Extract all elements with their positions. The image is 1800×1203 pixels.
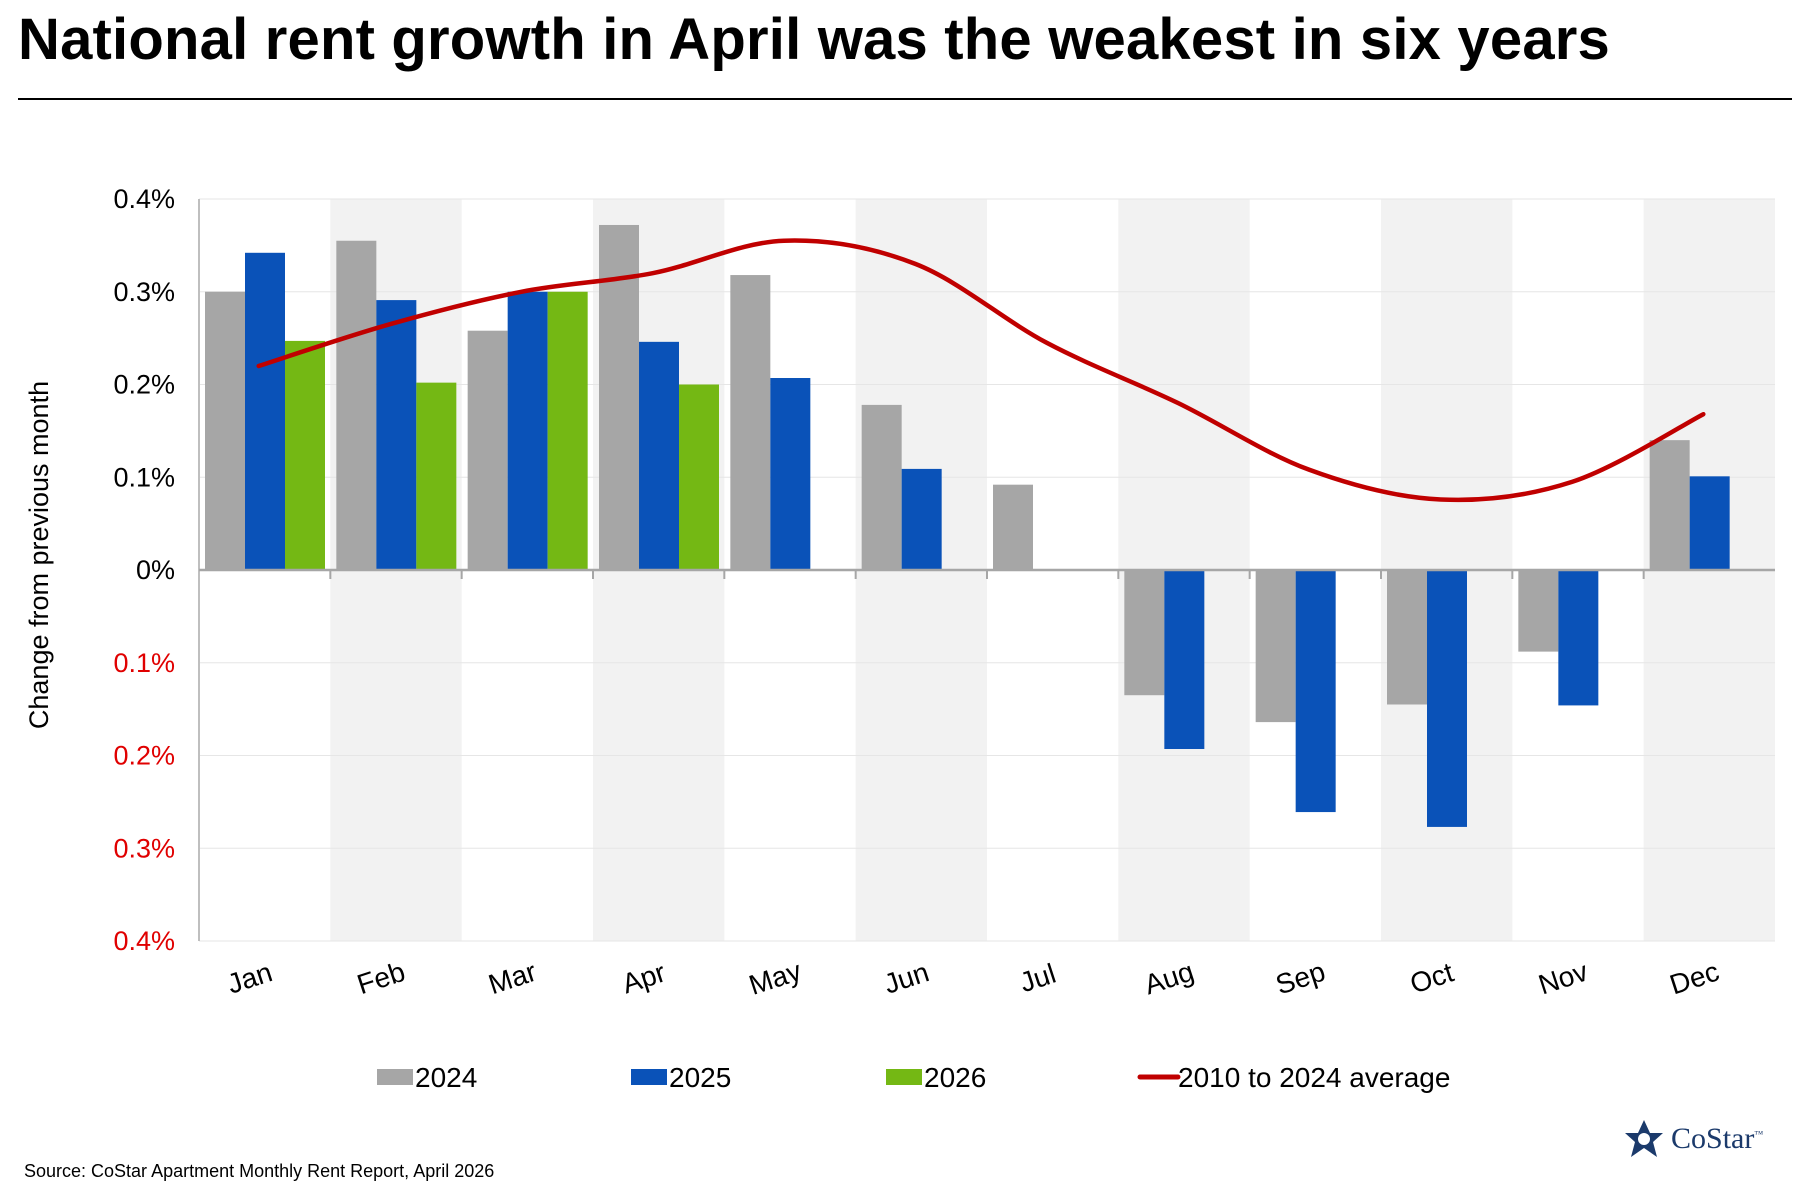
y-axis-label: Change from previous month <box>24 381 54 729</box>
bar-2024-may <box>730 275 771 570</box>
gridlines <box>199 198 1775 942</box>
x-tick-label-sep: Sep <box>1272 956 1329 1001</box>
y-tick-label: 0.2% <box>113 370 175 400</box>
legend-swatch-2025 <box>631 1069 667 1085</box>
y-tick-label: 0.3% <box>113 277 175 307</box>
bar-2026-jan <box>285 340 325 570</box>
logo-text: CoStar™ <box>1671 1122 1764 1155</box>
legend: 2024 2025 2026 2010 to 2024 average <box>377 1062 1450 1093</box>
source-note: Source: CoStar Apartment Monthly Rent Re… <box>24 1161 495 1181</box>
legend-label-2026: 2026 <box>924 1062 986 1093</box>
costar-logo: CoStar™ <box>1623 1118 1763 1160</box>
legend-label-2025: 2025 <box>669 1062 731 1093</box>
bar-2025-aug <box>1164 570 1205 750</box>
average-line-group <box>256 238 1706 503</box>
bars <box>205 224 1730 827</box>
legend-label-2024: 2024 <box>415 1062 477 1093</box>
bar-2024-dec <box>1649 440 1690 570</box>
bar-2025-may <box>770 378 811 570</box>
bar-2026-mar <box>547 291 588 570</box>
bar-2025-dec <box>1689 476 1730 570</box>
bar-2025-feb <box>376 300 417 570</box>
y-tick-label: 0.4% <box>113 926 175 956</box>
legend-label-average: 2010 to 2024 average <box>1178 1062 1450 1093</box>
bar-2024-jan <box>205 291 245 570</box>
x-tick-label-dec: Dec <box>1666 956 1723 1001</box>
bar-2025-mar <box>507 291 548 570</box>
bar-2024-nov <box>1518 570 1559 652</box>
costar-star-icon <box>1625 1120 1663 1157</box>
bar-2024-sep <box>1255 570 1296 723</box>
x-tick-label-jun: Jun <box>880 956 933 999</box>
x-tick-label-apr: Apr <box>618 956 669 999</box>
y-tick-label: 0.1% <box>113 648 175 678</box>
y-tick-label: 0.3% <box>113 833 175 863</box>
title-divider <box>18 98 1792 100</box>
x-tick-label-oct: Oct <box>1406 956 1457 999</box>
y-tick-label: 0.1% <box>113 462 175 492</box>
axes <box>198 199 1775 941</box>
bar-2024-aug <box>1124 570 1165 696</box>
x-tick-label-jul: Jul <box>1016 958 1060 999</box>
bar-2024-jun <box>861 404 902 570</box>
bar-2025-jun <box>901 468 942 570</box>
y-tick-labels: 0.4% 0.3% 0.2% 0.1% 0% 0.1% 0.2% 0.3% 0.4% <box>113 184 175 956</box>
x-tick-label-feb: Feb <box>353 956 408 1000</box>
x-tick-label-aug: Aug <box>1141 956 1198 1001</box>
y-tick-label: 0.2% <box>113 741 175 771</box>
x-tick-label-jan: Jan <box>223 956 276 999</box>
bar-2024-feb <box>336 240 377 571</box>
y-tick-label: 0.4% <box>113 184 175 214</box>
x-tick-label-mar: Mar <box>485 956 540 1000</box>
legend-swatch-2026 <box>886 1069 922 1085</box>
bar-2024-oct <box>1387 570 1427 705</box>
x-tick-labels: Jan Feb Mar Apr May Jun Jul Aug Sep Oct Nov Dec <box>223 955 1722 1001</box>
x-tick-label-nov: Nov <box>1535 956 1592 1001</box>
bar-2025-oct <box>1427 570 1467 827</box>
bar-2026-feb <box>416 382 457 570</box>
y-tick-label: 0% <box>136 555 175 585</box>
chart-title: National rent growth in April was the we… <box>18 7 1611 72</box>
bar-2025-nov <box>1558 570 1599 706</box>
bar-2024-jul <box>993 484 1033 570</box>
bar-2024-mar <box>467 330 508 570</box>
x-tick-label-may: May <box>745 955 805 1001</box>
bar-2026-apr <box>679 384 719 570</box>
bar-2025-apr <box>639 341 679 570</box>
bar-2025-jan <box>245 252 285 571</box>
average-line <box>256 238 1706 503</box>
legend-swatch-2024 <box>377 1069 413 1085</box>
bar-2025-sep <box>1295 570 1336 813</box>
